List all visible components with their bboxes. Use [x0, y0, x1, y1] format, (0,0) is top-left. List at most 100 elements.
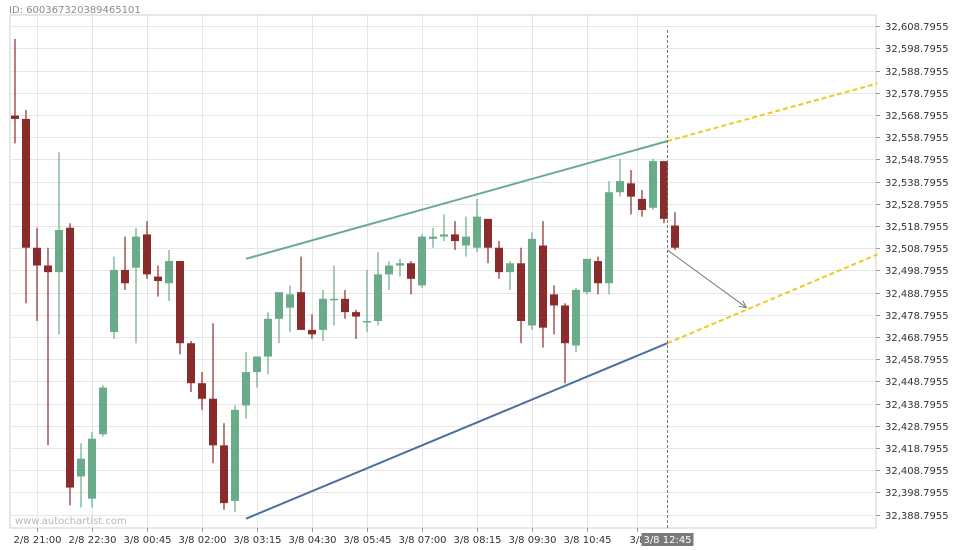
candle-down [451, 234, 459, 242]
candle-down [660, 161, 668, 219]
candle-up [165, 261, 173, 284]
candle-up [110, 269, 118, 333]
candle-down [66, 227, 74, 488]
candle-up [275, 292, 283, 319]
y-tick-label: 32,578.7955 [885, 89, 949, 100]
y-tick-label: 32,458.7955 [885, 355, 949, 366]
candle-up [506, 263, 514, 273]
current-time-label: 3/8 12:45 [643, 535, 691, 546]
y-tick-label: 32,558.7955 [885, 133, 949, 144]
y-tick-label: 32,528.7955 [885, 200, 949, 211]
candle-down [209, 398, 217, 446]
candle-down [550, 294, 558, 306]
candle-up [264, 318, 272, 357]
x-tick-label: 2/8 21:00 [13, 535, 61, 546]
x-tick-label: 2/8 22:30 [68, 535, 116, 546]
x-tick-label: 3/8 03:15 [233, 535, 281, 546]
candle-up [374, 274, 382, 322]
candle-down [187, 343, 195, 384]
x-tick-label: 3/8 10:45 [563, 535, 611, 546]
y-tick-label: 32,408.7955 [885, 466, 949, 477]
x-tick-label: 3/8 00:45 [123, 535, 171, 546]
x-tick-label: 3/8 09:30 [508, 535, 556, 546]
candle-up [440, 234, 448, 237]
candle-up [77, 458, 85, 477]
y-tick-label: 32,398.7955 [885, 488, 949, 499]
candle-up [253, 356, 261, 373]
candle-down [517, 263, 525, 322]
candle-layer [11, 38, 679, 513]
candle-up [363, 321, 371, 323]
current-time-badge [641, 533, 694, 546]
candle-up [99, 387, 107, 435]
y-tick-label: 32,548.7955 [885, 155, 949, 166]
candle-up [583, 258, 591, 293]
x-tick-label: 3/8 04:30 [288, 535, 336, 546]
support-projection [666, 253, 878, 345]
candle-down [671, 225, 679, 248]
candle-down [33, 247, 41, 266]
y-tick-label: 32,518.7955 [885, 222, 949, 233]
candle-down [638, 198, 646, 210]
candle-down [495, 247, 503, 273]
candle-up [231, 409, 239, 501]
candle-up [132, 236, 140, 268]
y-tick-label: 32,438.7955 [885, 400, 949, 411]
forecast-arrow-head [738, 300, 748, 309]
x-tick-label: 3/8 08:15 [453, 535, 501, 546]
candle-up [473, 216, 481, 248]
candle-up [55, 229, 63, 273]
candle-up [242, 372, 250, 406]
y-tick-label: 32,388.7955 [885, 511, 949, 522]
y-tick-label: 32,508.7955 [885, 244, 949, 255]
y-tick-label: 32,478.7955 [885, 311, 949, 322]
x-tick-label: 3/8 [629, 535, 645, 546]
y-tick-label: 32,488.7955 [885, 289, 949, 300]
candle-down [539, 245, 547, 328]
candle-down [308, 329, 316, 335]
y-tick-label: 32,598.7955 [885, 44, 949, 55]
resistance-line [245, 140, 668, 260]
grid-layer [9, 14, 877, 529]
candle-up [418, 236, 426, 286]
resistance-projection [667, 82, 878, 143]
candle-down [11, 115, 19, 119]
y-tick-label: 32,568.7955 [885, 111, 949, 122]
candle-up [319, 298, 327, 330]
plot-frame [9, 14, 877, 529]
x-tick-label: 3/8 05:45 [343, 535, 391, 546]
candle-down [561, 305, 569, 344]
candle-down [627, 183, 635, 197]
candle-down [407, 263, 415, 279]
candle-up [88, 438, 96, 499]
candle-down [341, 298, 349, 313]
candle-down [352, 312, 360, 317]
candle-down [44, 265, 52, 273]
y-tick-label: 32,468.7955 [885, 333, 949, 344]
candle-up [605, 192, 613, 284]
candle-up [286, 294, 294, 308]
x-tick-label: 3/8 02:00 [178, 535, 226, 546]
chart-id-label: ID: 6003673203894651​01 [9, 5, 141, 16]
y-tick-label: 32,538.7955 [885, 178, 949, 189]
y-tick-label: 32,428.7955 [885, 422, 949, 433]
watermark: www.autochartist.com [15, 516, 127, 527]
candle-down [484, 218, 492, 248]
support-line [245, 342, 668, 520]
candle-down [121, 269, 129, 284]
candle-up [462, 236, 470, 246]
y-tick-label: 32,588.7955 [885, 67, 949, 78]
candle-up [528, 238, 536, 326]
candle-down [220, 445, 228, 504]
axis-layer: 32,608.7955 32,598.7955 32,588.7955 32,578.… [13, 22, 949, 546]
candle-up [649, 161, 657, 208]
candle-down [198, 383, 206, 399]
candle-down [176, 261, 184, 344]
y-tick-label: 32,608.7955 [885, 22, 949, 33]
candle-up [616, 181, 624, 193]
y-tick-label: 32,498.7955 [885, 266, 949, 277]
candle-down [594, 261, 602, 284]
y-tick-label: 32,418.7955 [885, 444, 949, 455]
forecast-arrow [667, 249, 747, 309]
